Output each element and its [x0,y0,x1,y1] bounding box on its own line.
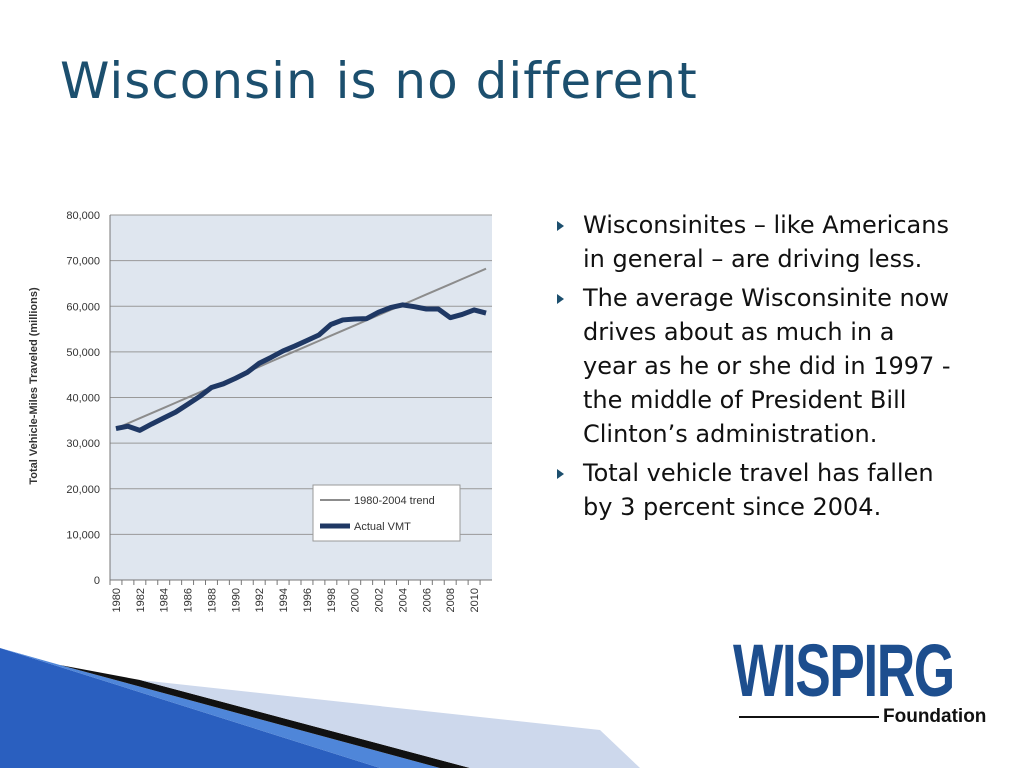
x-tick-label: 1982 [135,588,147,612]
legend-label: 1980-2004 trend [354,495,435,507]
y-tick-label: 30,000 [66,438,100,450]
y-tick-label: 50,000 [66,347,100,359]
x-tick-label: 1980 [111,588,123,612]
legend [312,484,461,542]
y-axis-label: Total Vehicle-Miles Traveled (millions) [28,287,40,485]
y-tick-label: 0 [94,575,100,587]
bullet: Total vehicle travel has fallen by 3 per… [555,456,955,524]
x-tick-label: 1990 [230,588,242,612]
x-tick-label: 1994 [278,588,290,612]
bullet: Wisconsinites – like Americans in genera… [555,208,955,276]
x-tick-label: 1984 [159,588,171,612]
series-line [115,267,487,430]
x-tick-label: 2010 [469,588,481,612]
y-tick-label: 80,000 [66,210,100,222]
x-tick-label: 2006 [421,588,433,612]
x-tick-label: 1998 [326,588,338,612]
decor [60,665,470,768]
bullet: The average Wisconsinite now drives abou… [555,281,955,451]
x-tick-label: 2002 [374,588,386,612]
y-tick-label: 70,000 [66,256,100,268]
logo-sub: Foundation [883,706,987,727]
logo: WISPIRG Foundation [733,629,993,728]
x-tick-label: 2000 [350,588,362,612]
y-tick-label: 40,000 [66,393,100,405]
logo-rule [739,716,879,718]
x-tick-label: 2004 [397,588,409,612]
y-tick-label: 20,000 [66,484,100,496]
decor [140,680,640,768]
slide-title: Wisconsin is no different [60,52,698,110]
series-line [115,302,487,433]
bullet-list: Wisconsinites – like Americans in genera… [555,208,955,529]
x-tick-label: 1986 [183,588,195,612]
legend-label: Actual VMT [354,521,411,533]
y-tick-label: 60,000 [66,301,100,313]
logo-name: WISPIRG [733,629,955,712]
x-tick-label: 1992 [254,588,266,612]
x-tick-label: 2008 [445,588,457,612]
y-tick-label: 10,000 [66,529,100,541]
x-tick-label: 1996 [302,588,314,612]
x-tick-label: 1988 [206,588,218,612]
